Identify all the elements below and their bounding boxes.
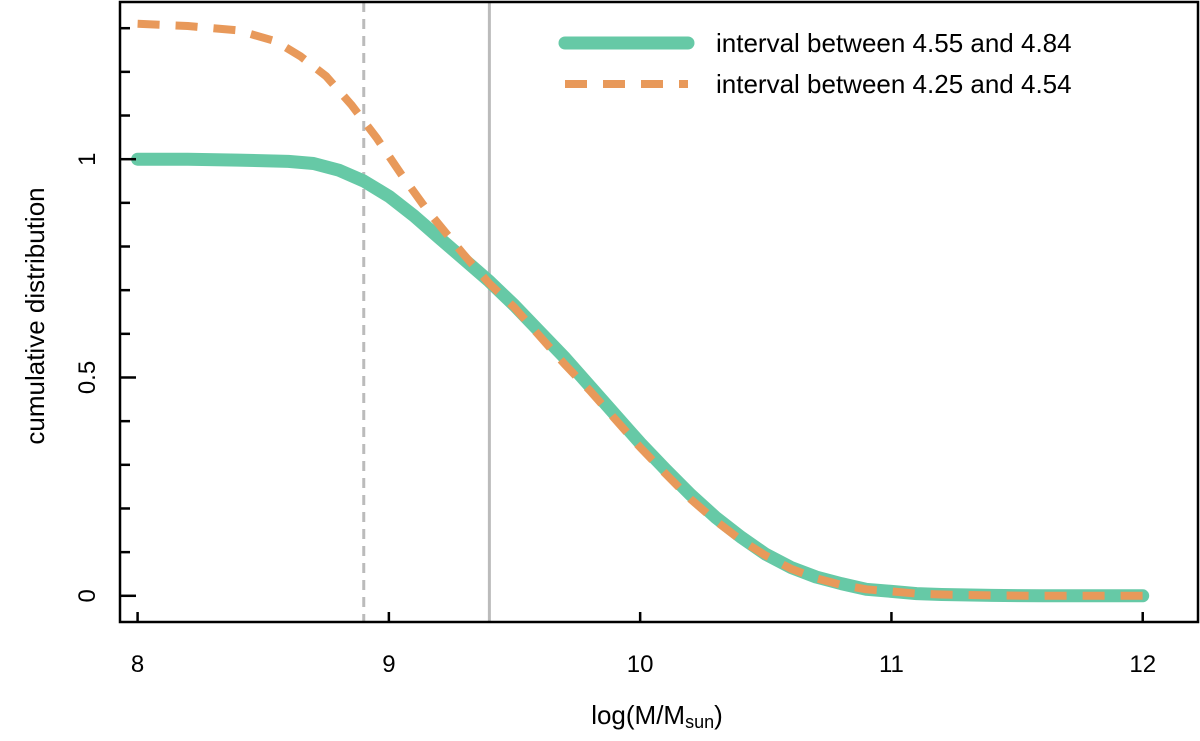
x-tick-label: 10 (627, 651, 654, 678)
legend-label-1: interval between 4.55 and 4.84 (716, 28, 1072, 58)
x-axis-title-close: ) (714, 700, 723, 730)
x-tick-label: 9 (382, 651, 395, 678)
y-tick-label: 1 (74, 153, 101, 166)
y-axis: 00.51 (74, 26, 136, 602)
x-tick-label: 12 (1129, 651, 1156, 678)
x-axis-title: log(M/Msun) (591, 700, 723, 732)
reference-lines (362, 2, 491, 622)
x-axis: 8 9 10 11 12 (131, 612, 1156, 678)
series-layer (131, 19, 1150, 603)
y-tick-label: 0.5 (74, 361, 101, 394)
series-line-2 (137, 19, 1143, 600)
y-axis-title: cumulative distribution (20, 187, 50, 444)
legend-label-2: interval between 4.25 and 4.54 (716, 69, 1072, 99)
x-axis-title-subscript: sun (685, 712, 714, 732)
x-axis-title-main: log(M/M (591, 700, 685, 730)
y-tick-label: 0 (74, 589, 101, 602)
x-tick-label: 8 (131, 651, 144, 678)
series-line-1 (131, 152, 1150, 603)
x-tick-label: 11 (879, 651, 904, 678)
legend: interval between 4.55 and 4.84 interval b… (558, 28, 1072, 99)
plot-frame (118, 0, 1200, 624)
